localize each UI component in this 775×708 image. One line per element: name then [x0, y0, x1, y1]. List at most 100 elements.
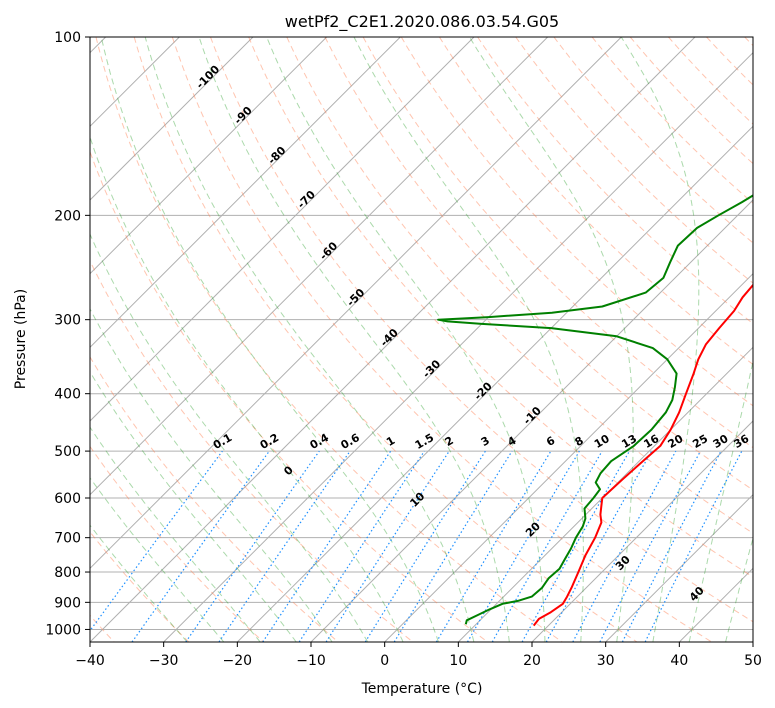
y-tick-label: 600 [54, 491, 81, 507]
dry-adiabat-label: -50 [344, 286, 367, 309]
moist-adiabat-label: 0 [281, 463, 296, 478]
mixing-ratio-label: 1.5 [413, 431, 436, 452]
x-tick-label: 0 [380, 653, 389, 669]
moist-adiabat-line [353, 37, 584, 642]
isotherm-line [605, 493, 753, 642]
dewpoint-profile-line [437, 194, 753, 625]
mixing-ratio-label: 2 [443, 434, 456, 449]
x-tick-label: 40 [670, 653, 688, 669]
y-tick-label: 200 [54, 208, 81, 224]
mixing-ratio-line [521, 450, 631, 642]
dry-adiabat-label: -30 [420, 357, 443, 380]
moist-adiabat-line [90, 308, 333, 642]
plot-area [90, 37, 775, 642]
isotherm-line [384, 272, 753, 642]
isotherm-line [90, 37, 549, 496]
x-tick-label: 10 [449, 653, 467, 669]
moist-adiabat-line [90, 426, 261, 642]
mixing-ratio-line [298, 450, 425, 642]
chart-title: wetPf2_C2E1.2020.086.03.54.G05 [285, 12, 559, 32]
isotherm-line [90, 37, 622, 570]
mixing-ratio-line [131, 450, 270, 642]
dry-adiabat-line [438, 37, 753, 366]
y-tick-label: 400 [54, 387, 81, 403]
mixing-ratio-line [90, 450, 223, 632]
dry-adiabat-line [591, 37, 753, 204]
y-tick-label: 800 [54, 565, 81, 581]
moist-adiabat-line [90, 135, 404, 642]
y-tick-label: 900 [54, 595, 81, 611]
dry-adiabat-line [706, 37, 753, 86]
x-tick-label: 20 [523, 653, 541, 669]
moist-adiabat-line [144, 37, 475, 642]
mixing-ratio-line [185, 450, 320, 642]
moist-adiabat-line [688, 358, 753, 642]
mixing-ratio-line [599, 450, 702, 642]
mixing-ratio-line [325, 450, 450, 642]
isotherm-line [310, 199, 753, 642]
x-tick-label: −10 [296, 653, 326, 669]
isotherm-line [531, 420, 753, 642]
dry-adiabat-line [90, 355, 339, 642]
dry-adiabat-line [286, 37, 753, 534]
dry-adiabat-line [171, 37, 712, 642]
moist-adiabat-label: 30 [613, 553, 633, 573]
moist-adiabat-line [762, 37, 775, 642]
mixing-ratio-line [218, 450, 351, 642]
mixing-ratio-line [572, 450, 677, 642]
dry-adiabat-line [133, 37, 638, 642]
isotherm-line [90, 37, 475, 422]
y-tick-label: 1000 [45, 622, 81, 638]
isotherm-line [90, 37, 328, 275]
isotherm-line [678, 567, 753, 642]
dry-adiabat-label: -90 [232, 104, 255, 127]
plot-frame [89, 36, 754, 643]
dry-adiabat-line [210, 37, 753, 623]
dry-adiabat-line [553, 37, 753, 244]
dry-adiabat-line [90, 259, 414, 642]
dry-adiabat-line [90, 445, 264, 642]
moist-adiabat-line [90, 370, 297, 642]
moist-adiabat-line [725, 536, 753, 642]
mixing-ratio-label: 6 [544, 434, 557, 449]
y-tick-label: 700 [54, 531, 81, 547]
isotherm-line [457, 346, 753, 642]
mixing-ratio-label: 8 [573, 434, 586, 449]
isotherm-line [90, 37, 696, 642]
moist-adiabat-line [620, 37, 700, 642]
x-tick-label: 50 [744, 653, 762, 669]
isotherm-line [163, 51, 753, 642]
isotherm-line [90, 37, 401, 349]
moist-adiabat-line [90, 476, 225, 642]
x-tick-label: 30 [597, 653, 615, 669]
mixing-ratio-label: 0.1 [211, 431, 234, 452]
dry-adiabat-line [95, 37, 563, 642]
moist-adiabat-line [90, 524, 188, 642]
mixing-ratio-label: 0.2 [258, 431, 281, 452]
mixing-ratio-label: 36 [732, 432, 752, 451]
x-tick-label: −30 [149, 653, 179, 669]
mixing-ratio-label: 1 [384, 434, 397, 449]
isotherm-line [752, 641, 753, 642]
isotherm-line [90, 37, 254, 201]
dry-adiabat-label: -70 [295, 188, 318, 211]
temperature-profile-line [532, 283, 753, 627]
dry-adiabat-line [248, 37, 753, 578]
moist-adiabat-line [100, 37, 439, 642]
dry-adiabat-label: -60 [317, 239, 340, 262]
mixing-ratio-label: 25 [690, 432, 710, 451]
moist-adiabat-line [90, 232, 369, 642]
y-tick-label: 500 [54, 444, 81, 460]
moist-adiabat-line [198, 37, 510, 642]
mixing-ratio-line [545, 450, 653, 642]
dry-adiabat-line [362, 37, 753, 449]
mixing-ratio-label: 10 [592, 432, 612, 451]
mixing-ratio-label: 0.4 [308, 431, 332, 452]
mixing-ratio-label: 30 [711, 432, 731, 451]
axis-ticks: −40 −30 −20 −10 0 10 20 30 40 5010020030040050060… [45, 30, 762, 669]
moist-adiabat-label: 20 [523, 519, 543, 539]
mixing-ratio-label: 13 [619, 432, 639, 451]
mixing-ratio-line [262, 450, 392, 642]
dry-adiabat-label: -10 [521, 404, 544, 427]
